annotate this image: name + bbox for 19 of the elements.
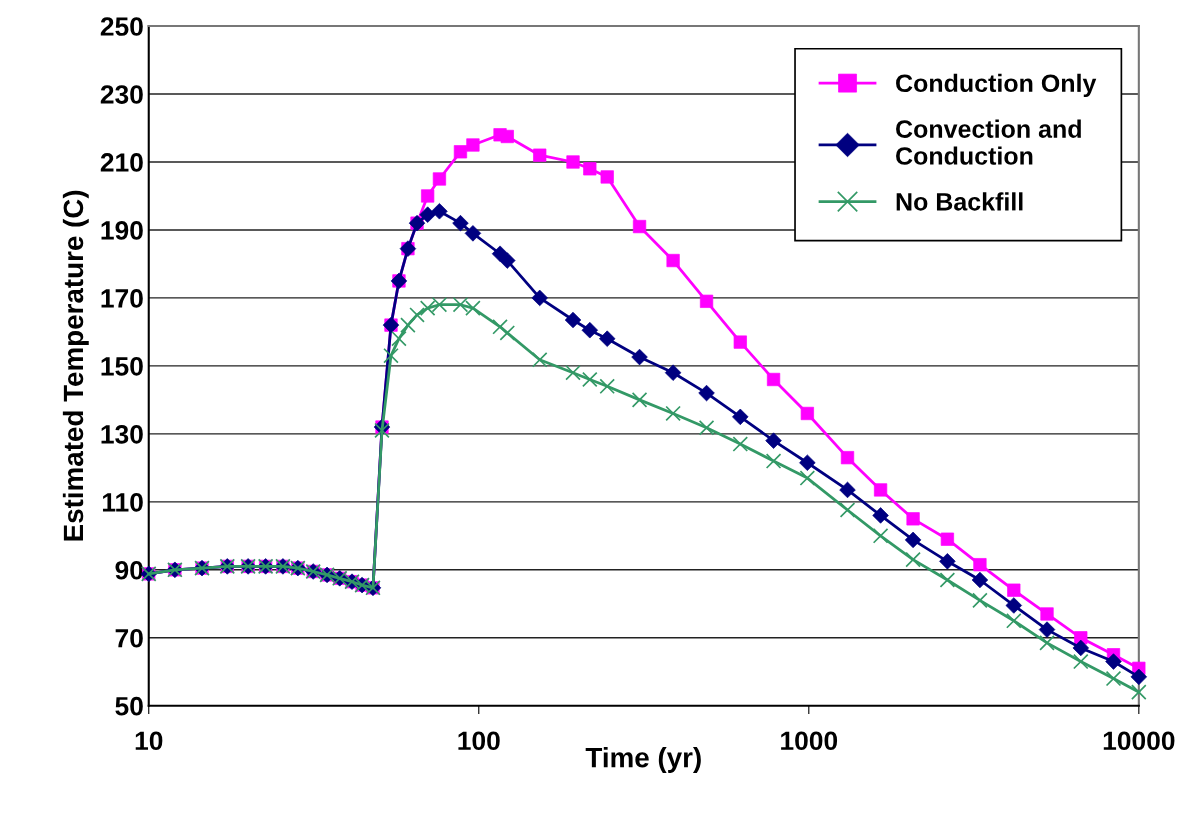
y-tick-label: 130 — [101, 425, 143, 444]
y-tick-label: 230 — [100, 85, 143, 104]
y-tick-label: 110 — [102, 492, 143, 512]
y-tick-label: 70 — [115, 628, 143, 648]
x-tick-label: 1000 — [781, 731, 838, 751]
y-tick-label: 190 — [101, 221, 143, 240]
legend-label: Conduction Only — [896, 73, 1097, 98]
x-tick-label: 100 — [458, 731, 500, 751]
y-tick-label: 250 — [100, 17, 143, 36]
y-tick-label: 170 — [101, 289, 143, 308]
y-tick-label: 150 — [101, 357, 143, 376]
y-tick-label: 210 — [100, 153, 143, 172]
y-tick-label: 50 — [115, 696, 143, 716]
x-tick-label: 10000 — [1103, 731, 1175, 751]
x-axis-title: Time (yr) — [585, 747, 701, 773]
legend-label: Convection and Conduction — [896, 119, 1081, 165]
legend-label: No Backfill — [896, 192, 1023, 211]
x-tick-label: 10 — [135, 731, 163, 751]
y-axis-title: Estimated Temperature (C) — [62, 190, 89, 541]
